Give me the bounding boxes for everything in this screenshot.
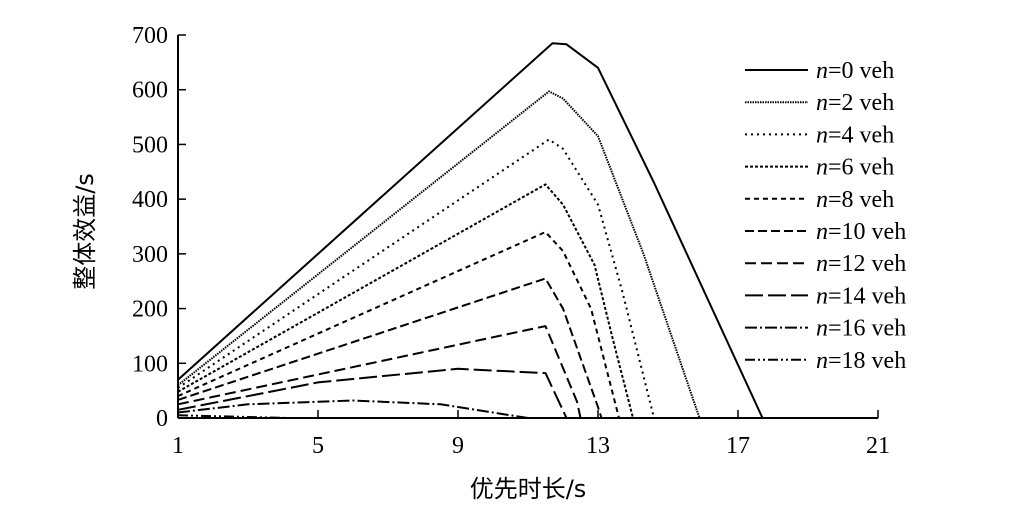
- legend-label-value: =2 veh: [828, 90, 894, 116]
- legend-label-variable: n: [816, 348, 828, 374]
- y-tick-label: 600: [132, 78, 168, 104]
- x-tick-label: 5: [312, 433, 324, 459]
- legend-label-value: =18 veh: [828, 348, 906, 374]
- series-line-4: [177, 231, 620, 419]
- legend-label-8: n=16 veh: [816, 316, 906, 342]
- x-tick-label: 9: [452, 433, 464, 459]
- legend-label-3: n=6 veh: [816, 155, 894, 181]
- y-tick-label: 300: [132, 242, 168, 268]
- x-tick-label: 13: [586, 433, 610, 459]
- series-line-3: [177, 183, 634, 419]
- series-line-0: [177, 42, 764, 419]
- legend-label-variable: n: [816, 122, 828, 148]
- series-line-1: [177, 90, 701, 419]
- legend-label-variable: n: [816, 90, 828, 116]
- ticks: 1 5 9 13 17 21 0 100 200 300 400 500 600 700: [132, 23, 890, 459]
- legend-label-value: =8 veh: [828, 187, 894, 213]
- legend-label-value: =0 veh: [828, 58, 894, 84]
- legend-label-variable: n: [816, 219, 828, 245]
- x-tick-label: 21: [866, 433, 890, 459]
- legend-label-value: =14 veh: [828, 283, 906, 309]
- x-axis-title: 优先时长/s: [470, 475, 587, 503]
- legend-label-value: =16 veh: [828, 316, 906, 342]
- y-tick-label: 700: [132, 23, 168, 49]
- series-line-6: [177, 325, 582, 419]
- y-tick-label: 100: [132, 351, 168, 377]
- legend-label-variable: n: [816, 283, 828, 309]
- legend-label-1: n=2 veh: [816, 90, 894, 116]
- x-tick-label: 17: [726, 433, 750, 459]
- y-tick-label: 400: [132, 187, 168, 213]
- legend-label-variable: n: [816, 316, 828, 342]
- y-tick-label: 0: [156, 406, 168, 432]
- legend-label-5: n=10 veh: [816, 219, 906, 245]
- legend-label-0: n=0 veh: [816, 58, 894, 84]
- series-line-5: [177, 277, 603, 419]
- legend-label-7: n=14 veh: [816, 283, 906, 309]
- legend-label-value: =4 veh: [828, 122, 894, 148]
- legend-label-value: =12 veh: [828, 251, 906, 277]
- series-line-8: [177, 399, 529, 419]
- legend-label-value: =6 veh: [828, 155, 894, 181]
- legend-label-2: n=4 veh: [816, 122, 894, 148]
- axes: [177, 35, 878, 419]
- legend-label-6: n=12 veh: [816, 251, 906, 277]
- legend-label-variable: n: [816, 58, 828, 84]
- series-line-7: [177, 367, 568, 419]
- legend-label-value: =10 veh: [828, 219, 906, 245]
- legend-label-4: n=8 veh: [816, 187, 894, 213]
- plot-area: [177, 42, 764, 419]
- y-axis-title: 整体效益/s: [71, 173, 99, 290]
- y-tick-label: 200: [132, 297, 168, 323]
- y-tick-label: 500: [132, 132, 168, 158]
- x-tick-label: 1: [172, 433, 184, 459]
- legend-label-variable: n: [816, 155, 828, 181]
- series-line-2: [177, 138, 655, 419]
- legend-label-variable: n: [816, 251, 828, 277]
- legend-label-variable: n: [816, 187, 828, 213]
- legend-label-9: n=18 veh: [816, 348, 906, 374]
